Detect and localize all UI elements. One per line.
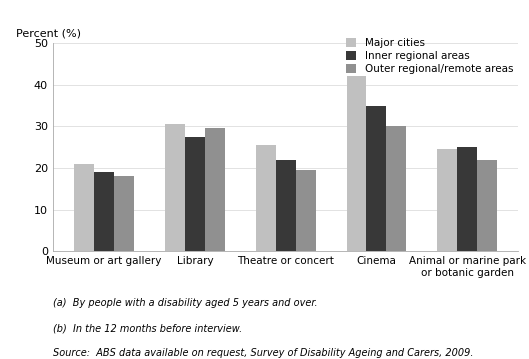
Text: (b)  In the 12 months before interview.: (b) In the 12 months before interview. bbox=[53, 323, 242, 333]
Text: (a)  By people with a disability aged 5 years and over.: (a) By people with a disability aged 5 y… bbox=[53, 298, 317, 308]
Bar bbox=[276, 160, 296, 251]
Bar bbox=[296, 170, 316, 251]
Bar bbox=[74, 164, 94, 251]
Bar bbox=[437, 149, 457, 251]
Bar bbox=[94, 172, 114, 251]
Text: Percent (%): Percent (%) bbox=[16, 29, 80, 39]
Bar bbox=[165, 124, 185, 251]
Bar bbox=[477, 160, 497, 251]
Text: Source:  ABS data available on request, Survey of Disability Ageing and Carers, : Source: ABS data available on request, S… bbox=[53, 348, 473, 358]
Bar bbox=[346, 76, 367, 251]
Bar bbox=[114, 176, 134, 251]
Bar bbox=[387, 126, 406, 251]
Bar bbox=[185, 137, 205, 251]
Bar bbox=[457, 147, 477, 251]
Bar bbox=[367, 106, 387, 251]
Bar bbox=[205, 129, 225, 251]
Legend: Major cities, Inner regional areas, Outer regional/remote areas: Major cities, Inner regional areas, Oute… bbox=[346, 38, 513, 74]
Bar bbox=[256, 145, 276, 251]
